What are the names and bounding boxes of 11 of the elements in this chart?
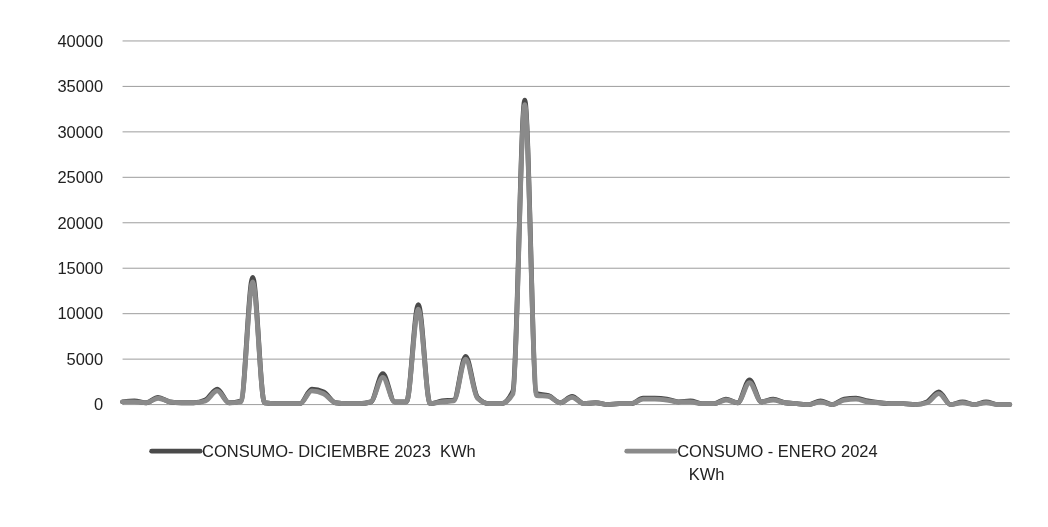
y-tick-label: 0 <box>94 395 104 414</box>
y-tick-label: 15000 <box>57 259 104 277</box>
y-tick-label: 25000 <box>57 168 104 187</box>
y-tick-label: 20000 <box>57 213 104 232</box>
y-tick-label: 40000 <box>57 31 104 50</box>
y-tick-label: 5000 <box>66 349 104 368</box>
y-tick-label: 30000 <box>57 122 104 141</box>
legend-label: CONSUMO - ENERO 2024 KWh <box>677 441 878 483</box>
legend-label: CONSUMO- DICIEMBRE 2023 KWh <box>202 441 476 460</box>
y-tick-label: 35000 <box>57 77 104 96</box>
y-tick-label: 10000 <box>57 304 104 323</box>
